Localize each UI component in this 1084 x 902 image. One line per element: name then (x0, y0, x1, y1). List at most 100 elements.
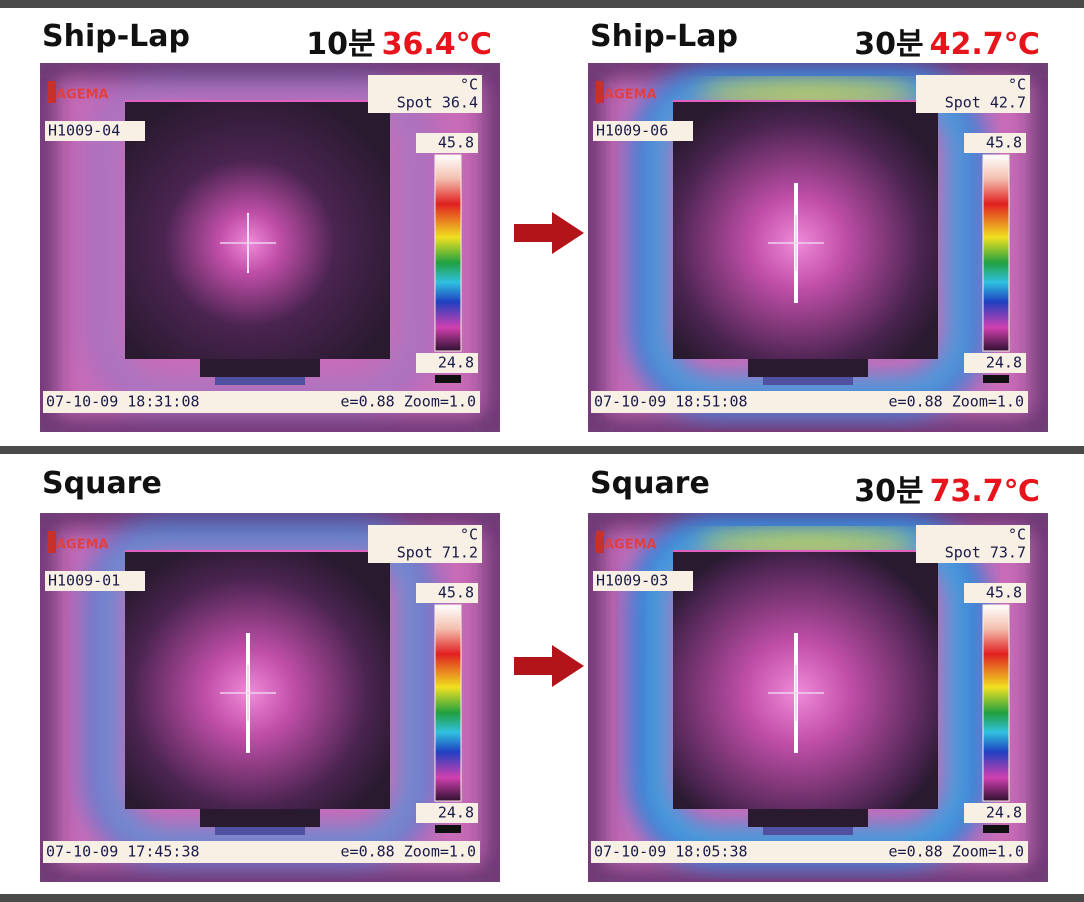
panel-label: Square (590, 466, 710, 501)
status-bar (43, 841, 480, 863)
divider (0, 0, 1084, 8)
image-id: H1009-03 (596, 572, 668, 590)
heat-halo-inner (105, 536, 415, 845)
color-scale (982, 604, 1010, 802)
scale-max: 45.8 (438, 584, 474, 602)
timestamp: 07-10-09 18:31:08 (46, 393, 200, 411)
unit: °C (1008, 76, 1026, 94)
spot-reading: Spot 36.4 (397, 94, 478, 112)
time: 30분 (854, 474, 924, 509)
unit: °C (460, 76, 478, 94)
spot-box (916, 75, 1030, 113)
arrow (514, 645, 584, 687)
divider (0, 894, 1084, 902)
color-scale (982, 154, 1010, 352)
logo-mark (48, 81, 56, 103)
logo: AGEMA (56, 538, 109, 553)
id-box (45, 121, 145, 141)
scale-foot (435, 825, 461, 833)
panel-header: Square 30분 73.7℃ (588, 462, 1048, 509)
scale-max-box (416, 583, 478, 603)
panel-header: Ship-Lap 10분 36.4℃ (40, 15, 500, 62)
time-temp: 30분 42.7℃ (854, 19, 1040, 63)
scale-max-box (964, 133, 1026, 153)
scale-foot (983, 375, 1009, 383)
scale-max: 45.8 (438, 134, 474, 152)
divider (0, 446, 1084, 454)
image-id: H1009-01 (48, 572, 120, 590)
panel-header: Square (40, 462, 500, 506)
scale-min-box (964, 353, 1026, 373)
scale-min-box (416, 353, 478, 373)
scale-min: 24.8 (438, 804, 474, 822)
timestamp: 07-10-09 18:05:38 (594, 843, 748, 861)
time-temp: 30분 73.7℃ (854, 466, 1040, 510)
status-bar (43, 391, 480, 413)
spot-reading: Spot 73.7 (945, 544, 1026, 562)
logo-mark (596, 81, 604, 103)
spot-reading: Spot 71.2 (397, 544, 478, 562)
color-scale (434, 154, 462, 352)
image-id: H1009-06 (596, 122, 668, 140)
stand-foot (763, 827, 853, 835)
settings: e=0.88 Zoom=1.0 (889, 843, 1024, 861)
scale-max-box (964, 583, 1026, 603)
settings: e=0.88 Zoom=1.0 (341, 843, 476, 861)
id-box (593, 121, 693, 141)
temperature: 73.7℃ (929, 474, 1040, 509)
settings: e=0.88 Zoom=1.0 (341, 393, 476, 411)
stand-foot (215, 827, 305, 835)
panel-body (673, 101, 938, 359)
spot-reading: Spot 42.7 (945, 94, 1026, 112)
timestamp: 07-10-09 17:45:38 (46, 843, 200, 861)
stand (748, 359, 868, 377)
scale-foot (435, 375, 461, 383)
logo-mark (596, 531, 604, 553)
scale-foot (983, 825, 1009, 833)
panel-label: Ship-Lap (590, 19, 739, 54)
time-temp: 10분 36.4℃ (306, 19, 492, 63)
logo: AGEMA (604, 88, 657, 103)
stand-foot (763, 377, 853, 385)
scale-max: 45.8 (986, 134, 1022, 152)
heat-halo-inner (105, 86, 415, 395)
spot-box (916, 525, 1030, 563)
stand-foot (215, 377, 305, 385)
scale-max-box (416, 133, 478, 153)
stand (200, 359, 320, 377)
stand (748, 809, 868, 827)
unit: °C (460, 526, 478, 544)
status-bar (591, 841, 1028, 863)
time: 10분 (306, 27, 376, 62)
panel-body (125, 551, 390, 809)
image-id: H1009-04 (48, 122, 120, 140)
status-bar (591, 391, 1028, 413)
panel-label: Ship-Lap (42, 19, 191, 54)
scale-min-box (416, 803, 478, 823)
temperature: 36.4℃ (381, 27, 492, 62)
panel-body (673, 551, 938, 809)
panel-header: Ship-Lap 30분 42.7℃ (588, 15, 1048, 62)
spot-box (368, 525, 482, 563)
scale-min: 24.8 (986, 804, 1022, 822)
temperature: 42.7℃ (929, 27, 1040, 62)
settings: e=0.88 Zoom=1.0 (889, 393, 1024, 411)
panel-body (125, 101, 390, 359)
logo: AGEMA (56, 88, 109, 103)
scale-max: 45.8 (986, 584, 1022, 602)
panel-label: Square (42, 466, 162, 501)
stand (200, 809, 320, 827)
arrow (514, 212, 584, 254)
timestamp: 07-10-09 18:51:08 (594, 393, 748, 411)
unit: °C (1008, 526, 1026, 544)
scale-min: 24.8 (986, 354, 1022, 372)
logo-mark (48, 531, 56, 553)
id-box (45, 571, 145, 591)
time: 30분 (854, 27, 924, 62)
scale-min: 24.8 (438, 354, 474, 372)
